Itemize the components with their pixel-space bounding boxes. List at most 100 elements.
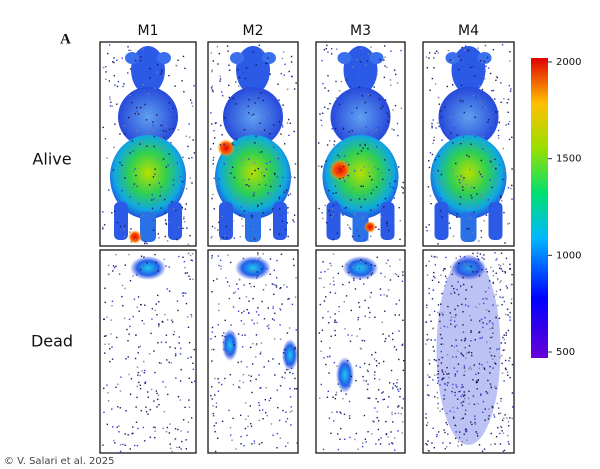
speckle: [288, 178, 291, 181]
speckle: [481, 364, 483, 366]
speckle: [157, 398, 159, 401]
speckle: [139, 59, 142, 62]
speckle: [382, 333, 384, 335]
speckle: [103, 387, 105, 390]
speckle: [494, 443, 496, 445]
speckle: [489, 320, 491, 322]
speckle: [258, 419, 260, 422]
image-panel: [315, 41, 406, 247]
speckle: [384, 65, 386, 67]
speckle: [359, 347, 362, 349]
speckle: [497, 111, 499, 113]
speckle: [119, 407, 122, 409]
speckle: [117, 80, 120, 83]
speckle: [431, 125, 433, 128]
speckle: [456, 216, 458, 218]
speckle: [116, 426, 119, 428]
speckle: [235, 138, 238, 141]
speckle: [228, 96, 230, 99]
speckle: [136, 396, 138, 399]
speckle: [210, 348, 213, 351]
speckle: [109, 348, 111, 350]
speckle: [507, 98, 510, 101]
speckle: [329, 262, 331, 265]
speckle: [456, 213, 458, 215]
speckle: [235, 103, 237, 105]
speckle: [286, 417, 289, 420]
speckle: [436, 382, 439, 384]
speckle: [439, 320, 441, 323]
speckle: [278, 121, 281, 123]
speckle: [459, 196, 462, 198]
speckle: [125, 410, 127, 412]
speckle: [500, 426, 503, 429]
speckle: [260, 202, 263, 205]
speckle: [149, 353, 151, 355]
speckle: [431, 77, 434, 80]
speckle: [482, 400, 485, 403]
speckle: [125, 358, 127, 360]
speckle: [477, 47, 479, 49]
mouse-head: [343, 46, 378, 94]
speckle: [470, 66, 472, 69]
speckle: [269, 258, 272, 260]
speckle: [269, 161, 271, 163]
speckle: [158, 404, 160, 406]
speckle: [102, 211, 104, 213]
speckle: [176, 238, 178, 241]
speckle: [441, 356, 444, 359]
speckle: [362, 375, 364, 378]
speckle: [141, 370, 143, 372]
speckle: [318, 207, 320, 210]
speckle: [213, 425, 216, 427]
speckle: [435, 359, 437, 362]
head-signal: [342, 256, 379, 280]
speckle: [281, 376, 283, 378]
speckle: [139, 374, 141, 377]
speckle: [454, 394, 456, 397]
speckle: [380, 216, 383, 218]
speckle: [181, 206, 184, 209]
speckle: [249, 422, 252, 425]
speckle: [266, 325, 269, 327]
speckle: [364, 144, 367, 146]
speckle: [336, 365, 338, 367]
speckle: [326, 396, 329, 399]
speckle: [497, 407, 500, 409]
speckle: [154, 309, 156, 312]
speckle: [492, 324, 495, 327]
speckle: [123, 228, 125, 231]
speckle: [382, 360, 385, 363]
speckle: [347, 334, 349, 336]
speckle: [365, 262, 367, 265]
speckle: [280, 234, 283, 237]
image-panel: [422, 41, 515, 247]
speckle: [504, 414, 506, 416]
image-panel: [207, 41, 299, 247]
speckle: [294, 296, 297, 298]
speckle: [154, 371, 156, 374]
speckle: [393, 449, 396, 451]
speckle: [267, 57, 269, 59]
mouse-chest: [223, 87, 283, 147]
speckle: [441, 377, 444, 380]
speckle: [474, 418, 476, 420]
speckle: [381, 103, 383, 106]
speckle: [156, 199, 158, 201]
speckle: [273, 269, 276, 271]
speckle: [262, 212, 264, 214]
speckle: [222, 95, 224, 97]
speckle: [470, 368, 473, 370]
column-label: M1: [138, 23, 159, 39]
speckle: [338, 89, 341, 92]
speckle: [212, 156, 215, 159]
speckle: [170, 447, 172, 450]
speckle: [464, 428, 467, 431]
speckle: [497, 137, 500, 139]
speckle: [185, 135, 187, 137]
speckle: [211, 235, 213, 238]
speckle: [245, 184, 247, 186]
speckle: [255, 135, 257, 137]
speckle: [435, 127, 437, 129]
speckle: [507, 123, 510, 125]
